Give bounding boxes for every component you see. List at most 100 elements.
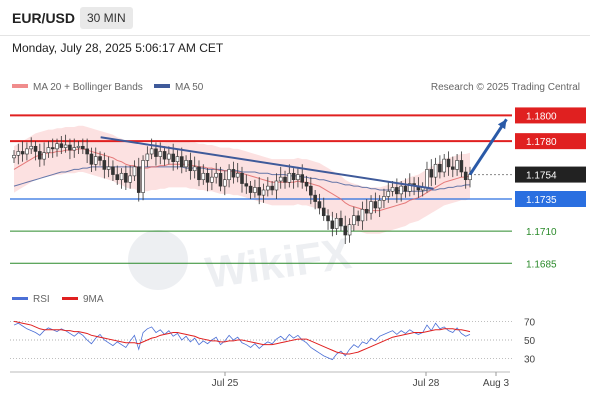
candle-body <box>296 174 300 181</box>
candle-body <box>244 183 249 187</box>
candle-body <box>158 151 163 157</box>
candle-body <box>326 215 330 222</box>
candle-body <box>63 144 68 148</box>
rsi-ma-legend-swatch <box>62 297 78 300</box>
candle-body <box>433 163 438 178</box>
candle-body <box>334 217 339 229</box>
candle-body <box>149 148 154 155</box>
level-badge-1.1780 <box>515 133 586 150</box>
forecast-arrow-head <box>497 119 507 130</box>
candle-body <box>377 199 382 209</box>
x-tick-label: Jul 28 <box>413 378 440 389</box>
candle-body <box>403 185 408 192</box>
candle-body <box>111 166 115 175</box>
candle-body <box>162 151 167 160</box>
rsi-legend-label: RSI <box>33 294 50 305</box>
candle-body <box>136 166 141 193</box>
rsi-tick-30: 30 <box>524 355 536 366</box>
candle-body <box>167 153 171 160</box>
annotations <box>100 118 508 190</box>
candle-body <box>429 169 434 178</box>
candle-body <box>386 190 391 197</box>
ma50-legend-swatch <box>154 84 170 88</box>
candle-body <box>175 156 180 163</box>
candle-body <box>390 187 395 192</box>
candle-body <box>468 174 472 181</box>
candle-body <box>42 152 46 160</box>
candle-body <box>25 148 29 155</box>
candle-body <box>446 158 451 168</box>
level-label-1.1800: 1.1800 <box>526 111 557 122</box>
candle-body <box>93 156 98 165</box>
candle-body <box>192 166 197 172</box>
candle-body <box>124 172 128 183</box>
x-axis: Jul 25 Jul 28 Aug 3 <box>10 371 510 389</box>
level-label-1.1780: 1.1780 <box>526 137 557 148</box>
x-tick-label: Jul 25 <box>212 378 239 389</box>
timeframe-badge[interactable]: 30 MIN <box>80 7 133 29</box>
candle-body <box>132 166 137 177</box>
candle-body <box>197 166 201 181</box>
candle-body <box>50 147 55 150</box>
candle-body <box>309 185 313 196</box>
candle-body <box>407 183 412 192</box>
level-label-1.1754: 1.1754 <box>526 171 557 182</box>
rsi-line <box>13 322 471 361</box>
candle-body <box>321 207 326 217</box>
candle-body <box>55 143 59 150</box>
candle-body <box>442 158 446 173</box>
candle-body <box>98 156 102 161</box>
level-label-1.1685: 1.1685 <box>526 259 557 270</box>
level-label-1.1710: 1.1710 <box>526 227 557 238</box>
candle-body <box>373 201 378 209</box>
candle-body <box>291 172 296 181</box>
candle-body <box>343 225 348 236</box>
rsi-legend: RSI 9MA <box>12 294 104 305</box>
candle-body <box>59 143 64 148</box>
candle-body <box>360 208 365 222</box>
candle-body <box>76 145 81 148</box>
candle-body <box>235 172 240 178</box>
candle-body <box>12 154 16 159</box>
candle-body <box>16 151 21 156</box>
candle-body <box>459 160 464 173</box>
candle-body <box>463 171 468 181</box>
candle-body <box>356 215 360 222</box>
level-badge-1.1754 <box>515 166 586 183</box>
candle-body <box>369 201 373 214</box>
level-badge-1.1800 <box>515 107 586 124</box>
candle-body <box>179 156 184 168</box>
candle-body <box>266 185 270 191</box>
candle-body <box>141 160 145 193</box>
candle-body <box>382 196 386 201</box>
candle-body <box>438 163 442 173</box>
credit-text: Research © 2025 Trading Central <box>431 82 580 93</box>
candle-body <box>102 160 107 170</box>
ma50-legend-label: MA 50 <box>175 82 204 93</box>
instrument-title: EUR/USD <box>12 10 76 26</box>
level-badge-1.1735 <box>515 191 586 207</box>
candle-body <box>214 172 218 178</box>
level-label-1.1735: 1.1735 <box>526 195 557 206</box>
trendline <box>100 136 434 190</box>
candle-body <box>184 160 188 168</box>
candle-body <box>253 187 257 193</box>
candle-body <box>330 220 335 229</box>
candle-body <box>261 189 266 196</box>
candle-body <box>257 187 261 196</box>
candle-body <box>287 172 292 183</box>
candle-body <box>278 176 283 182</box>
candle-body <box>300 174 305 183</box>
candle-body <box>339 217 343 227</box>
candle-body <box>85 148 89 155</box>
candle-body <box>188 160 193 172</box>
candle-body <box>38 151 42 160</box>
candle-body <box>425 169 429 188</box>
header-divider <box>0 35 590 36</box>
candle-body <box>313 194 317 202</box>
candle-body <box>283 176 287 183</box>
chart-header: EUR/USD 30 MIN <box>0 0 590 36</box>
candle-body <box>119 172 124 181</box>
candle-body <box>210 176 214 183</box>
candle-body <box>72 147 77 151</box>
